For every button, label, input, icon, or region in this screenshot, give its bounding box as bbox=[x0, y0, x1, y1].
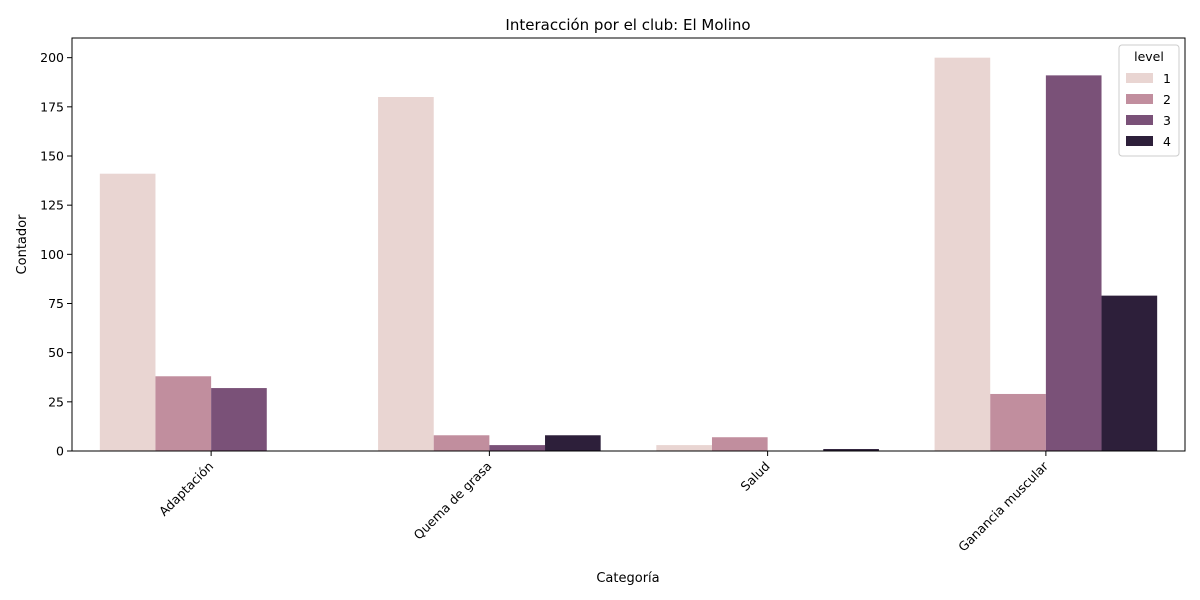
legend-swatch-level-2 bbox=[1126, 94, 1153, 104]
legend-label-level-3: 3 bbox=[1163, 113, 1171, 128]
x-axis: Adaptación Quema de grasa Salud Ganancia mu… bbox=[156, 451, 1052, 554]
legend-swatch-level-1 bbox=[1126, 73, 1153, 83]
y-tick-label: 50 bbox=[48, 345, 64, 360]
y-axis-label: Contador bbox=[15, 214, 30, 275]
x-tick-label: Salud bbox=[737, 459, 772, 494]
bar-salud-level-1 bbox=[656, 445, 712, 451]
legend-swatch-level-4 bbox=[1126, 136, 1153, 146]
bar-quema-de-grasa-level-2 bbox=[433, 435, 490, 451]
legend-label-level-1: 1 bbox=[1163, 71, 1171, 86]
bar-quema-de-grasa-level-3 bbox=[489, 445, 546, 451]
y-axis: 0 25 50 75 100 125 150 175 200 bbox=[40, 50, 72, 459]
bar-adaptación-level-3 bbox=[211, 388, 267, 451]
legend-title: level bbox=[1134, 49, 1164, 64]
x-axis-label: Categoría bbox=[596, 571, 659, 586]
y-tick-label: 0 bbox=[56, 444, 64, 459]
legend-label-level-4: 4 bbox=[1163, 134, 1171, 149]
bar-adaptación-level-2 bbox=[155, 376, 212, 451]
y-tick-label: 150 bbox=[40, 149, 64, 164]
plot-frame bbox=[71, 37, 1186, 452]
bars-group bbox=[99, 57, 1158, 452]
bar-salud-level-2 bbox=[711, 437, 768, 451]
legend: level 1 2 3 4 bbox=[1118, 44, 1180, 157]
legend-swatch-level-3 bbox=[1126, 115, 1153, 125]
y-tick-label: 175 bbox=[40, 99, 64, 114]
bar-ganancia-muscular-level-4 bbox=[1101, 295, 1158, 451]
x-tick-label: Quema de grasa bbox=[411, 459, 495, 543]
x-tick-label: Ganancia muscular bbox=[955, 458, 1051, 554]
bar-ganancia-muscular-level-1 bbox=[934, 57, 991, 452]
bar-ganancia-muscular-level-2 bbox=[990, 393, 1046, 451]
bar-adaptación-level-1 bbox=[99, 173, 156, 451]
y-tick-label: 200 bbox=[40, 50, 64, 65]
y-tick-label: 25 bbox=[48, 394, 64, 409]
bar-quema-de-grasa-level-4 bbox=[545, 435, 601, 451]
x-tick-label: Adaptación bbox=[156, 459, 216, 519]
bar-salud-level-4 bbox=[823, 449, 879, 451]
chart-title: Interacción por el club: El Molino bbox=[505, 16, 750, 34]
y-tick-label: 125 bbox=[40, 198, 64, 213]
y-tick-label: 75 bbox=[48, 296, 64, 311]
legend-label-level-2: 2 bbox=[1163, 92, 1171, 107]
y-tick-label: 100 bbox=[40, 247, 64, 262]
bar-quema-de-grasa-level-1 bbox=[378, 97, 434, 451]
bar-ganancia-muscular-level-3 bbox=[1045, 75, 1102, 451]
